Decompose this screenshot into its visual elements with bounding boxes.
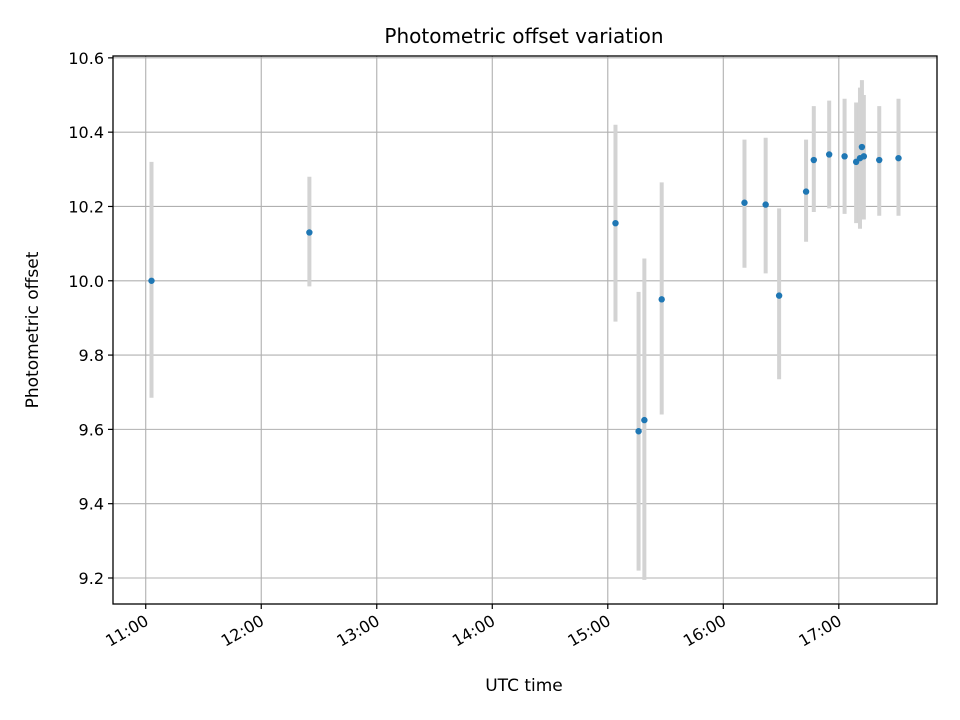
data-point [641, 416, 648, 424]
data-point [858, 143, 866, 151]
axes-frame [112, 55, 938, 605]
x-tick-label: 16:00 [680, 611, 729, 651]
error-bars [149, 80, 901, 580]
data-point [658, 296, 665, 303]
x-tick-label: 17:00 [795, 611, 844, 651]
data-points [148, 143, 902, 435]
data-point [775, 292, 783, 299]
data-point [895, 154, 902, 162]
x-tick-label: 13:00 [333, 611, 382, 651]
y-tick-label: 10.6 [68, 49, 104, 68]
x-tick-label: 14:00 [449, 611, 498, 651]
chart-title: Photometric offset variation [384, 24, 663, 48]
data-point [635, 428, 642, 435]
data-point [612, 219, 619, 227]
data-point [841, 153, 848, 160]
y-tick-label: 10.0 [68, 272, 104, 291]
x-axis: 11:00 12:00 13:00 14:00 15:00 16:00 17:00 [102, 604, 845, 651]
x-tick-label: 12:00 [218, 611, 267, 651]
y-tick-label: 10.4 [68, 123, 104, 142]
y-tick-label: 9.6 [79, 420, 104, 439]
grid [113, 56, 937, 604]
data-point [860, 153, 868, 160]
y-tick-label: 9.2 [79, 569, 104, 588]
data-point [876, 156, 883, 164]
x-tick-label: 15:00 [564, 611, 613, 651]
data-point [741, 199, 748, 206]
x-axis-title: UTC time [485, 676, 563, 696]
y-tick-label: 9.4 [79, 495, 104, 514]
data-point [762, 201, 769, 208]
data-point [825, 151, 833, 158]
y-tick-label: 10.2 [68, 197, 104, 216]
y-axis: 9.2 9.4 9.6 9.8 10.0 10.2 10.4 10.6 [68, 49, 113, 588]
data-point [802, 188, 810, 195]
data-point [148, 277, 155, 284]
y-tick-label: 9.8 [79, 346, 104, 365]
y-axis-title: Photometric offset [23, 251, 43, 408]
data-point [810, 156, 817, 164]
data-point [306, 229, 313, 236]
x-tick-label: 11:00 [102, 611, 151, 651]
